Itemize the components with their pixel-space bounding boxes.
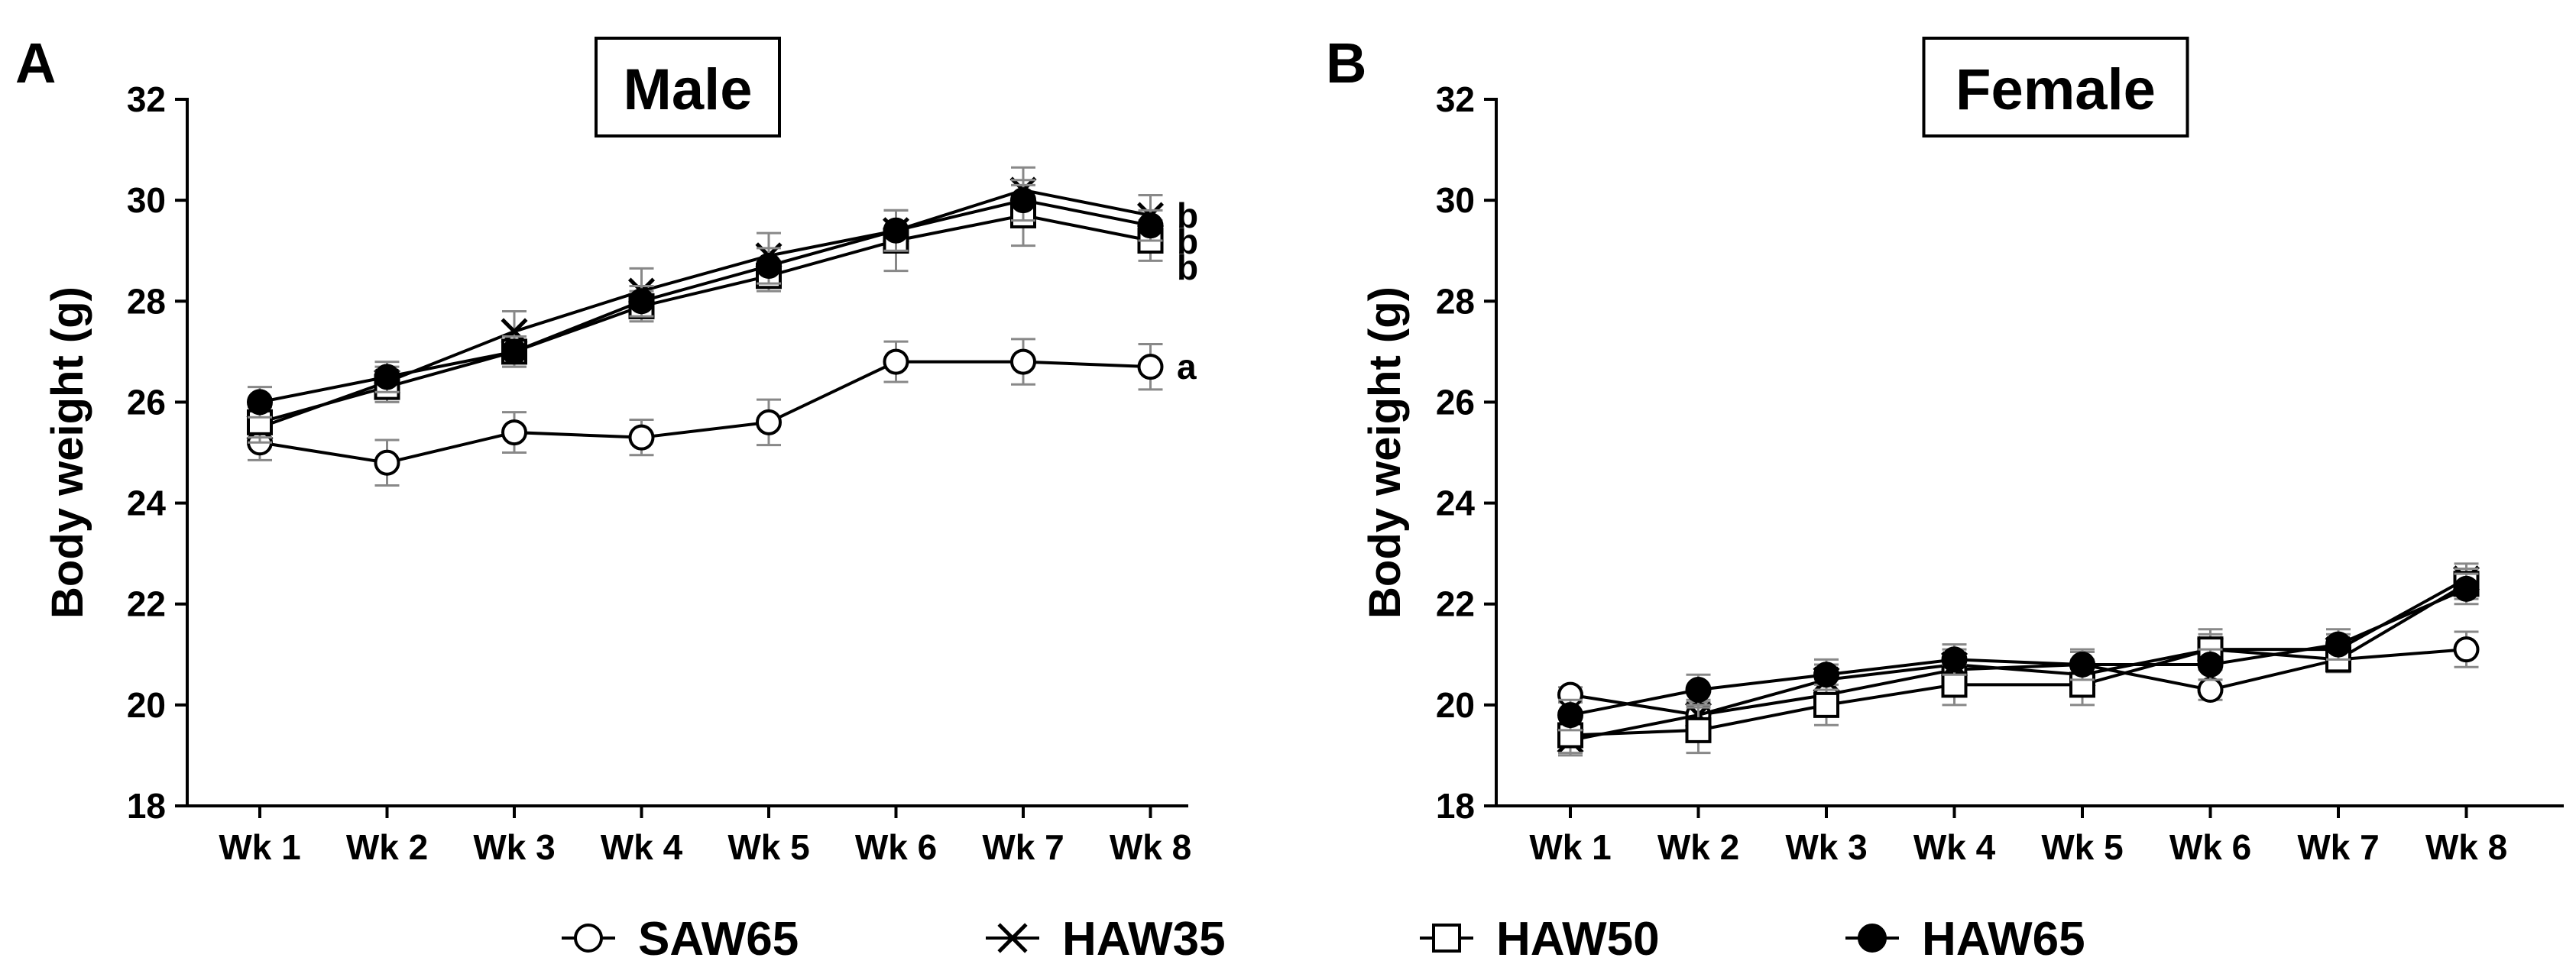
panel-male: A Male 18 20 22 24 26 28 30 32 Wk 1 Wk 2 Wk 3 Wk 4 Wk … <box>15 31 1198 867</box>
legend-label: HAW50 <box>1496 913 1660 966</box>
chart-title: Female <box>1955 57 2156 122</box>
series-line-haw50 <box>1570 582 2467 737</box>
x-tick-label: Wk 8 <box>2425 827 2507 867</box>
series-line-haw35 <box>1570 577 2467 742</box>
legend-label: HAW35 <box>1062 913 1226 966</box>
y-tick-label: 30 <box>127 180 166 220</box>
y-tick-label: 26 <box>1436 382 1475 422</box>
y-tick-label: 32 <box>1436 79 1475 119</box>
legend-label: SAW65 <box>638 913 799 966</box>
series-line-haw65 <box>259 199 1151 404</box>
x-tick-label: Wk 3 <box>473 827 555 867</box>
data-point-haw65 <box>501 338 527 365</box>
series-line-saw65 <box>259 360 1151 464</box>
y-tick-label: 26 <box>127 382 166 422</box>
x-tick-label: Wk 4 <box>601 827 683 867</box>
legend-marker-haw50 <box>1432 924 1461 953</box>
data-point-saw65 <box>628 424 655 451</box>
x-tick-label: Wk 6 <box>855 827 937 867</box>
data-point-haw65 <box>1137 212 1164 239</box>
legend-marker-haw35 <box>997 923 1028 953</box>
data-point-haw65 <box>883 217 909 244</box>
legend-item-haw50: HAW50 <box>1420 913 1660 966</box>
y-tick-label: 28 <box>1436 281 1475 321</box>
panel-letter: B <box>1326 31 1366 95</box>
x-tick-label: Wk 5 <box>727 827 809 867</box>
series-line-haw50 <box>259 213 1151 424</box>
y-tick-label: 24 <box>1436 484 1476 523</box>
y-axis-title: Body weight (g) <box>1360 286 1410 619</box>
legend-marker-saw65 <box>574 924 603 953</box>
x-tick-label: Wk 3 <box>1785 827 1867 867</box>
data-point-saw65 <box>2197 677 2224 704</box>
significance-label: b <box>1177 222 1198 261</box>
chart-title: Male <box>624 57 753 122</box>
legend-label: HAW65 <box>1922 913 2085 966</box>
data-point-saw65 <box>756 409 782 435</box>
data-point-haw65 <box>2453 575 2480 602</box>
series-haw65 <box>247 179 1164 419</box>
significance-label: b <box>1177 247 1198 287</box>
y-tick-label: 22 <box>1436 584 1475 624</box>
data-point-haw65 <box>2069 652 2095 678</box>
x-tick-label: Wk 5 <box>2041 827 2123 867</box>
legend-item-haw65: HAW65 <box>1845 913 2085 966</box>
legend-item-haw35: HAW35 <box>986 913 1226 966</box>
data-point-haw50 <box>1813 691 1839 718</box>
legend: SAW65 HAW35 HAW50 HAW65 <box>562 913 2085 966</box>
data-point-haw65 <box>1557 702 1583 729</box>
series-line-haw65 <box>1570 587 2467 717</box>
data-point-haw65 <box>756 253 782 280</box>
data-point-haw65 <box>2197 652 2224 678</box>
series-haw65 <box>1557 572 2480 732</box>
data-point-haw65 <box>1813 662 1839 688</box>
legend-item-saw65: SAW65 <box>562 913 799 966</box>
x-tick-label: Wk 1 <box>1529 827 1611 867</box>
x-tick-label: Wk 1 <box>219 827 300 867</box>
data-point-saw65 <box>374 449 400 476</box>
y-tick-label: 24 <box>127 484 167 523</box>
panel-female: B Female 18 20 22 24 26 28 30 32 Wk 1 Wk 2 Wk 3 Wk 4 W… <box>1326 31 2564 867</box>
y-tick-label: 22 <box>127 584 166 624</box>
y-tick-label: 18 <box>1436 786 1475 826</box>
series-haw50 <box>247 183 1164 439</box>
data-point-haw50 <box>1941 671 1968 698</box>
series-line-saw65 <box>1570 648 2467 717</box>
data-point-haw50 <box>1685 717 1712 743</box>
y-axis-title: Body weight (g) <box>43 286 92 619</box>
y-tick-label: 20 <box>1436 685 1475 725</box>
data-point-haw65 <box>247 389 273 416</box>
data-point-saw65 <box>501 419 527 446</box>
data-point-haw65 <box>628 288 655 315</box>
x-tick-label: Wk 2 <box>346 827 428 867</box>
data-point-saw65 <box>1137 354 1164 380</box>
data-point-haw65 <box>2325 631 2351 658</box>
x-tick-label: Wk 7 <box>982 827 1064 867</box>
x-tick-label: Wk 8 <box>1110 827 1191 867</box>
y-tick-label: 28 <box>127 281 166 321</box>
data-point-saw65 <box>2453 636 2480 663</box>
data-point-saw65 <box>883 348 909 375</box>
title-box <box>1922 37 2189 137</box>
significance-label: a <box>1177 347 1197 387</box>
legend-marker-haw65 <box>1858 924 1887 953</box>
x-tick-label: Wk 7 <box>2297 827 2379 867</box>
x-tick-label: Wk 2 <box>1657 827 1739 867</box>
y-tick-label: 32 <box>127 79 166 119</box>
y-tick-label: 30 <box>1436 180 1475 220</box>
significance-label: b <box>1177 196 1198 235</box>
x-tick-label: Wk 6 <box>2169 827 2251 867</box>
data-point-haw50 <box>247 409 273 435</box>
data-point-haw65 <box>1685 677 1712 704</box>
x-tick-label: Wk 4 <box>1913 827 1996 867</box>
data-point-haw65 <box>1941 646 1968 673</box>
y-tick-label: 20 <box>127 685 166 725</box>
y-tick-label: 18 <box>127 786 166 826</box>
panel-letter: A <box>15 31 56 95</box>
data-point-saw65 <box>1010 348 1036 375</box>
data-point-haw65 <box>374 364 400 390</box>
title-box <box>595 37 781 137</box>
data-point-haw65 <box>1010 187 1036 214</box>
